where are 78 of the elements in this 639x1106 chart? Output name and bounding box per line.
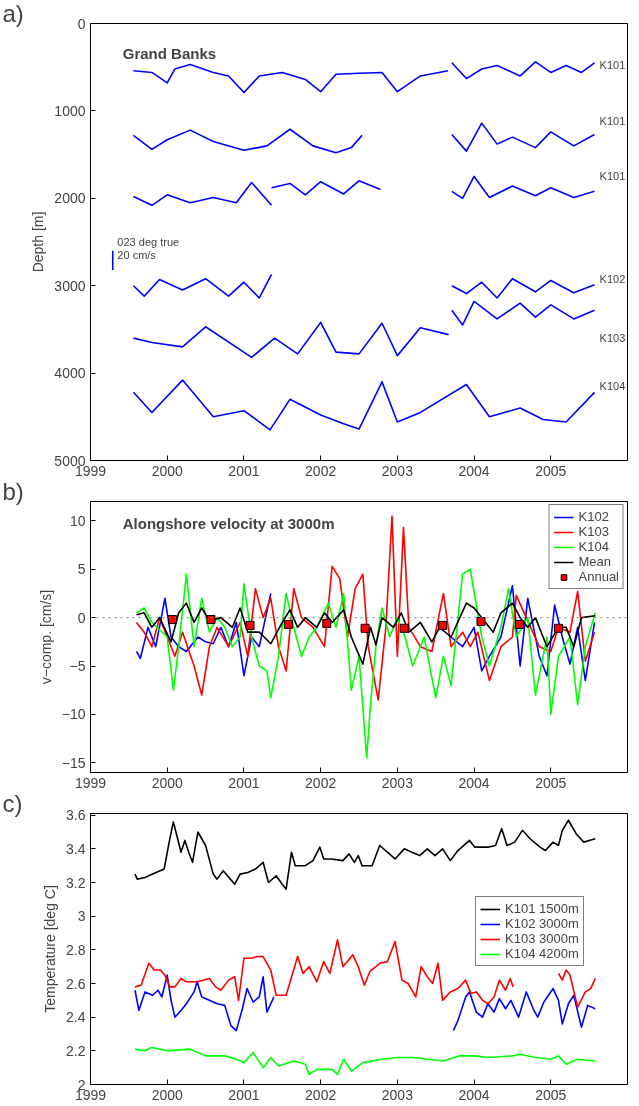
x-tick-label: 2003 [381, 462, 414, 479]
annotation: K101 [599, 114, 626, 127]
y-tick-label: 2.4 [66, 1009, 86, 1026]
y-tick-label: 5 [77, 561, 86, 578]
legend-label: K103 3000m [505, 931, 579, 946]
x-tick-label: 2000 [151, 774, 183, 791]
line-series [132, 379, 596, 431]
x-tick-label: 2005 [535, 1086, 567, 1103]
y-axis-title: Temperature [deg C] [42, 885, 59, 1013]
y-tick-label: −5 [69, 658, 86, 675]
line-series [132, 273, 273, 299]
x-tick-label: 2002 [305, 462, 337, 479]
line-series [134, 819, 597, 891]
y-tick-label: −15 [61, 754, 86, 771]
x-tick-label: 2001 [228, 774, 260, 791]
legend-label: K103 [578, 524, 609, 539]
x-tick-label: 1999 [74, 774, 107, 791]
x-tick-label: 2003 [381, 774, 414, 791]
y-tick-label: 2.2 [66, 1042, 86, 1059]
y-tick-label: 0 [77, 609, 86, 626]
y-tick-label: 10 [69, 512, 86, 529]
y-tick-label: 2.8 [66, 941, 86, 958]
y-tick-label: 3.2 [66, 874, 86, 891]
y-axis-title: Depth [m] [30, 211, 47, 273]
line-series [132, 181, 273, 207]
x-tick-label: 2000 [151, 462, 183, 479]
line-series [132, 128, 363, 154]
x-tick-label: 2000 [151, 1086, 183, 1103]
text: Grand Banks [122, 45, 217, 63]
text: Alongshore velocity at 3000m [122, 515, 335, 533]
x-tick-label: 2001 [228, 462, 260, 479]
line-series [132, 321, 450, 359]
annotation: 20 cm/s [117, 249, 157, 262]
y-tick-label: 2.6 [66, 975, 86, 992]
x-tick-label: 2001 [228, 1086, 260, 1103]
x-tick-label: 2005 [535, 774, 567, 791]
legend-label: Mean [578, 554, 612, 569]
line-series [270, 180, 382, 196]
x-tick-label: 2002 [305, 1086, 337, 1103]
x-tick-label: 2002 [305, 774, 337, 791]
annotation: K101 [599, 170, 626, 183]
line-series [451, 277, 596, 299]
legend-label: K104 [578, 539, 609, 554]
y-axis-title: v−comp. [cm/s] [37, 589, 54, 685]
y-tick-label: 1000 [54, 102, 86, 119]
line-series [135, 602, 597, 665]
legend-label: K101 1500m [505, 901, 579, 916]
line-series [134, 1046, 597, 1076]
annotation: K104 [599, 380, 626, 393]
annotation: K103 [599, 332, 626, 345]
y-tick-label: 0 [77, 15, 86, 32]
text: b) [2, 477, 24, 505]
y-tick-label: 4000 [54, 365, 86, 382]
text: a) [2, 0, 24, 27]
legend-label: K102 3000m [505, 916, 579, 931]
y-tick-label: −10 [61, 706, 86, 723]
annotation: 023 deg true [117, 236, 180, 248]
x-tick-label: 2004 [458, 462, 490, 479]
legend-label: Annual [578, 569, 619, 584]
y-tick-label: 3 [77, 908, 86, 925]
line-series [451, 122, 596, 152]
line-series [451, 300, 596, 326]
legend-label: K102 [578, 509, 609, 524]
y-tick-label: 3000 [54, 277, 86, 294]
line-series [451, 61, 596, 80]
x-tick-label: 2005 [535, 462, 567, 479]
x-tick-label: 2003 [381, 1086, 414, 1103]
annotation: K102 [599, 273, 626, 286]
x-tick-label: 2004 [458, 1086, 490, 1103]
y-tick-label: 3.4 [66, 840, 86, 857]
annotation: K101 [599, 58, 626, 71]
line-series [451, 175, 596, 200]
y-tick-label: 2000 [54, 190, 86, 207]
legend-label: K104 4200m [505, 946, 579, 961]
line-series [132, 63, 449, 94]
text: c) [2, 789, 23, 817]
x-tick-label: 2004 [458, 774, 490, 791]
y-tick-label: 3.6 [66, 807, 86, 824]
